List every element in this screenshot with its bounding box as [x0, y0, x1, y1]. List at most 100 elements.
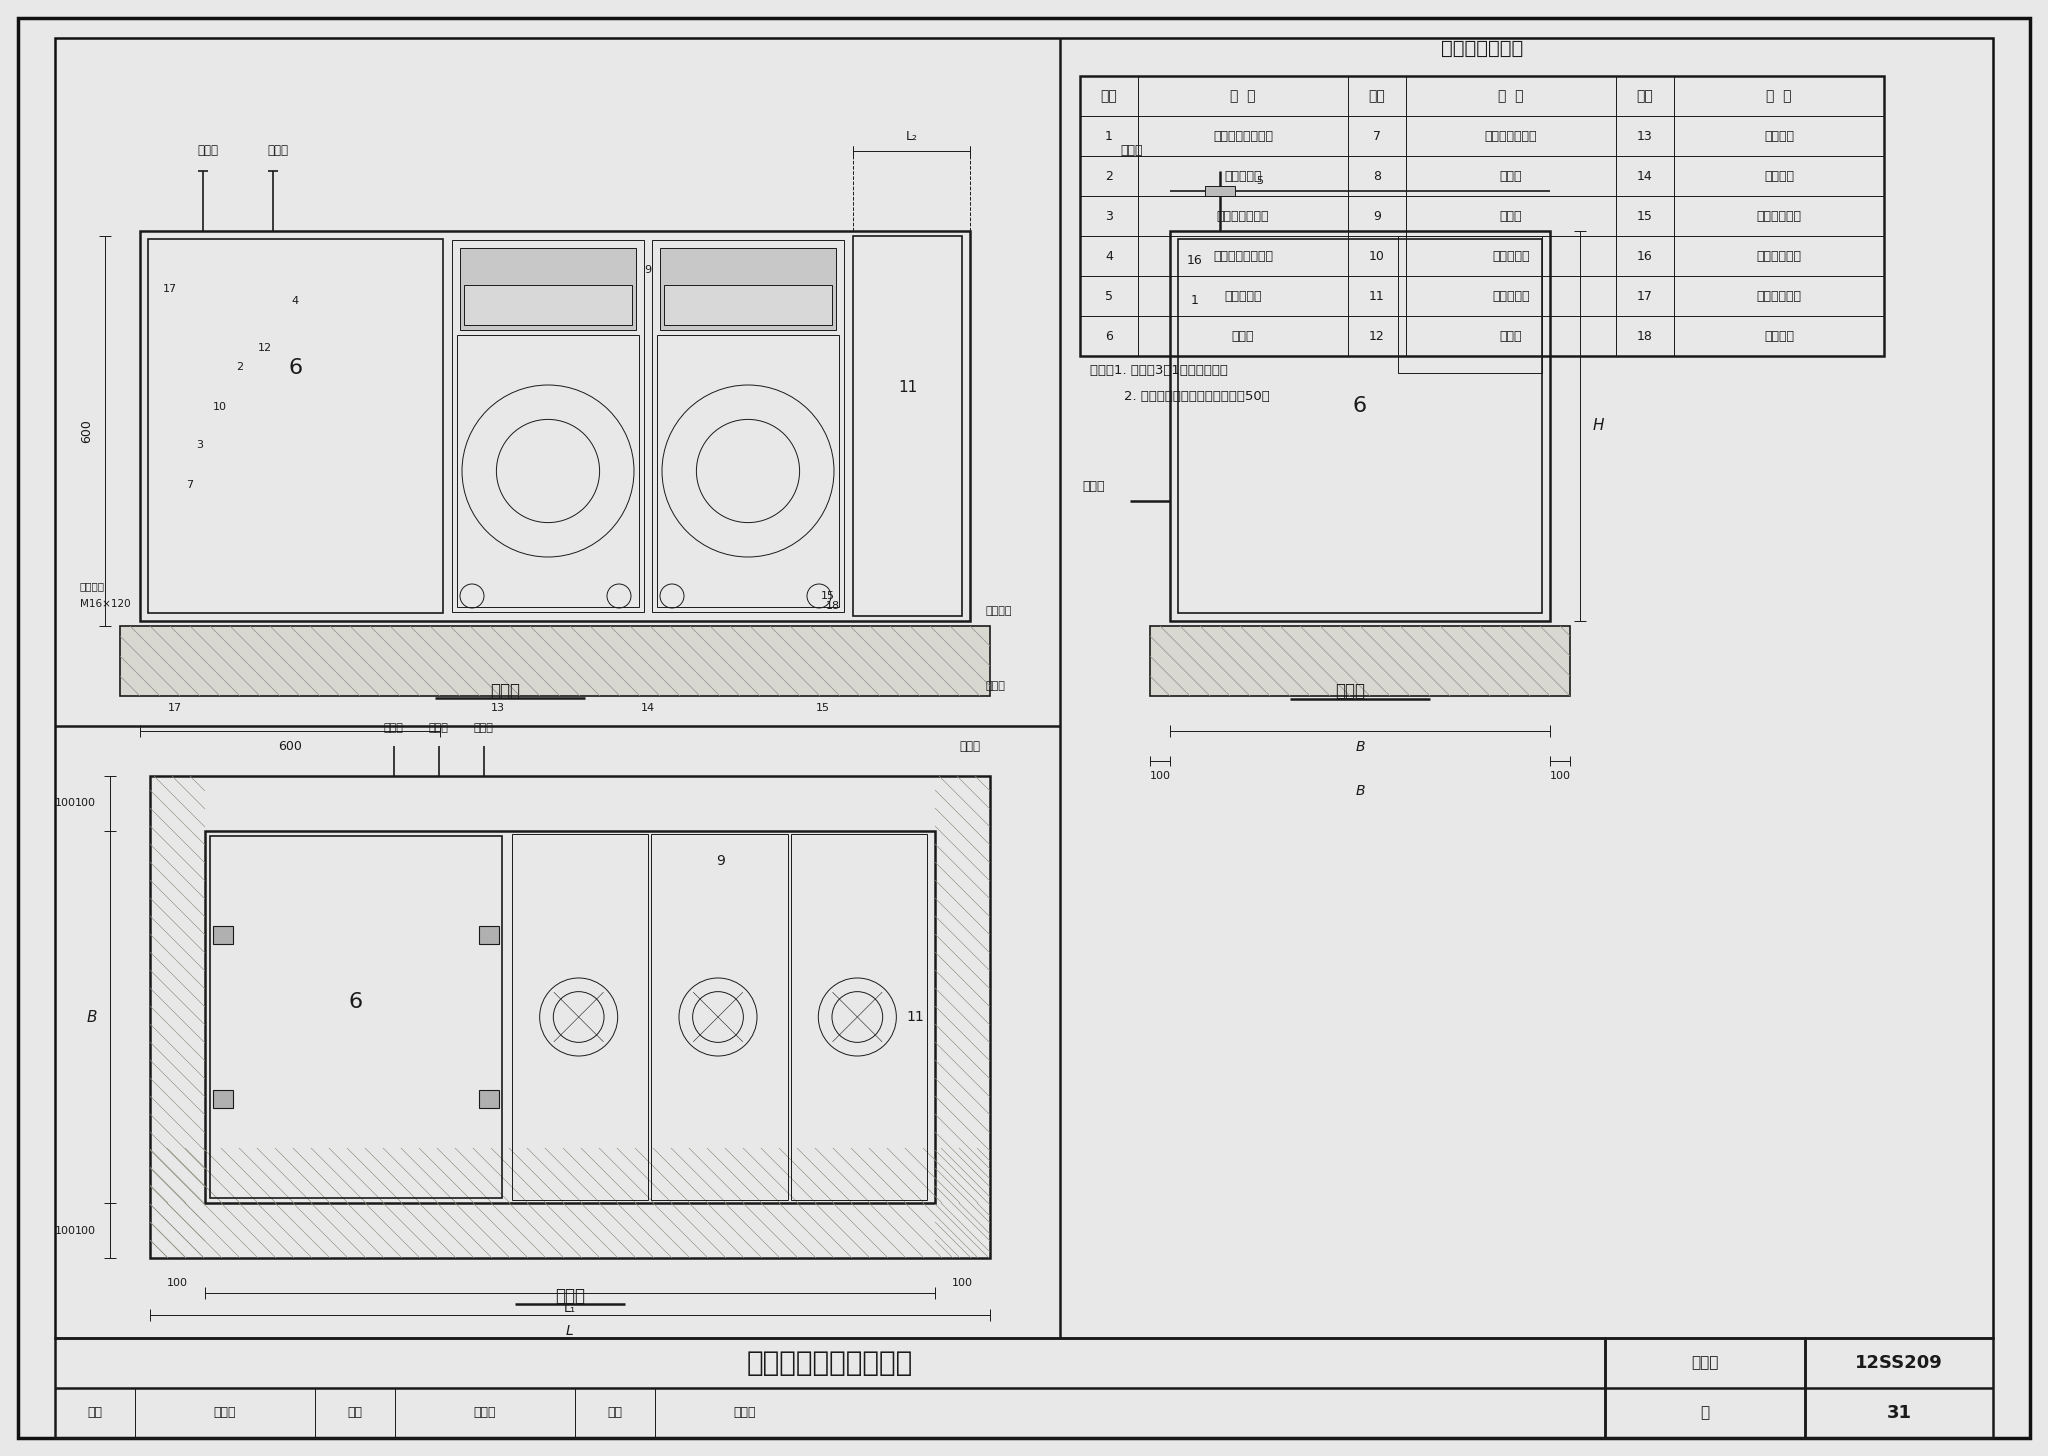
- Text: 稳压泵检修阀: 稳压泵检修阀: [1757, 290, 1802, 303]
- Text: 13: 13: [1636, 130, 1653, 143]
- Text: 名  称: 名 称: [1499, 89, 1524, 103]
- Text: 15: 15: [1636, 210, 1653, 223]
- Text: 17: 17: [164, 284, 176, 294]
- Text: 泵出水管: 泵出水管: [1763, 169, 1794, 182]
- Bar: [150, 776, 989, 1258]
- Text: 泵房地坪: 泵房地坪: [985, 606, 1012, 616]
- Text: 进水管: 进水管: [383, 724, 403, 732]
- Text: 9: 9: [1372, 210, 1380, 223]
- Text: 前视图: 前视图: [489, 681, 520, 700]
- Text: 编号: 编号: [1636, 89, 1653, 103]
- Text: 7: 7: [1372, 130, 1380, 143]
- Text: 压力变送器: 压力变送器: [1493, 249, 1530, 262]
- Text: 6: 6: [348, 992, 362, 1012]
- Text: 31: 31: [1886, 1404, 1911, 1423]
- Text: 出水管: 出水管: [1083, 479, 1106, 492]
- Text: 储水箱: 储水箱: [1231, 329, 1253, 342]
- Text: 100: 100: [55, 1226, 76, 1236]
- Text: 2: 2: [1106, 169, 1112, 182]
- Text: 泵组主要部件表: 泵组主要部件表: [1442, 38, 1524, 57]
- Bar: [211, 836, 502, 1198]
- Text: 6: 6: [1106, 329, 1112, 342]
- Text: L₂: L₂: [905, 130, 918, 143]
- Bar: [205, 831, 936, 1203]
- Text: 100: 100: [74, 798, 96, 808]
- Text: 出水管: 出水管: [428, 724, 449, 732]
- Text: 2: 2: [236, 363, 244, 373]
- Text: 15: 15: [815, 703, 829, 713]
- Bar: [1169, 232, 1550, 622]
- Text: 平面图: 平面图: [555, 1287, 586, 1305]
- Bar: [213, 926, 233, 943]
- Text: 进水电磁阀: 进水电磁阀: [1225, 290, 1262, 303]
- Text: 审核: 审核: [88, 1406, 102, 1420]
- Text: 1: 1: [1106, 130, 1112, 143]
- Text: 7: 7: [186, 479, 195, 489]
- Bar: [854, 236, 963, 616]
- Text: L: L: [565, 1324, 573, 1338]
- Text: 5: 5: [1257, 176, 1264, 186]
- Bar: [121, 626, 989, 696]
- Text: 膨胀螺栓: 膨胀螺栓: [80, 581, 104, 591]
- Text: 14: 14: [1636, 169, 1653, 182]
- Text: H: H: [1591, 418, 1604, 434]
- Text: 编号: 编号: [1100, 89, 1118, 103]
- Text: 100: 100: [1550, 772, 1571, 780]
- Bar: [1204, 186, 1235, 197]
- Text: 高压细水雾泵组安装图: 高压细水雾泵组安装图: [748, 1350, 913, 1377]
- Bar: [55, 1338, 1606, 1439]
- Text: 丛北华: 丛北华: [213, 1406, 236, 1420]
- Text: 稳压泵: 稳压泵: [1499, 329, 1522, 342]
- Text: 4: 4: [1106, 249, 1112, 262]
- Text: 排水沟: 排水沟: [985, 681, 1006, 692]
- Text: 3: 3: [197, 441, 203, 450]
- Text: 10: 10: [213, 402, 227, 412]
- Bar: [1399, 236, 1542, 373]
- Bar: [479, 926, 500, 943]
- Text: 17: 17: [168, 703, 182, 713]
- Text: 100: 100: [168, 1278, 188, 1289]
- Text: 11: 11: [1370, 290, 1384, 303]
- Text: 稳压泵止回阀: 稳压泵止回阀: [1757, 249, 1802, 262]
- Text: 高压泵止回阀: 高压泵止回阀: [1757, 210, 1802, 223]
- Bar: [664, 285, 831, 325]
- Text: 进水管: 进水管: [473, 724, 494, 732]
- Text: 18: 18: [825, 601, 840, 612]
- Text: 600: 600: [279, 741, 301, 754]
- Text: 14: 14: [641, 703, 655, 713]
- Text: 12: 12: [258, 344, 272, 352]
- Text: 泵组基础: 泵组基础: [1763, 329, 1794, 342]
- Bar: [457, 335, 639, 607]
- Text: 高压泵: 高压泵: [1499, 210, 1522, 223]
- Text: 12SS209: 12SS209: [1855, 1354, 1944, 1372]
- Bar: [651, 240, 844, 612]
- Text: 9: 9: [717, 855, 725, 868]
- Text: 设计: 设计: [608, 1406, 623, 1420]
- Bar: [453, 240, 643, 612]
- Bar: [147, 239, 442, 613]
- Text: 进水管: 进水管: [268, 144, 289, 157]
- Bar: [657, 335, 840, 607]
- Text: 5: 5: [1106, 290, 1112, 303]
- Text: 10: 10: [1368, 249, 1384, 262]
- Text: 12: 12: [1370, 329, 1384, 342]
- Text: B: B: [1356, 740, 1364, 754]
- Bar: [465, 285, 633, 325]
- Bar: [1178, 239, 1542, 613]
- Text: 100: 100: [55, 798, 76, 808]
- Text: 8: 8: [1372, 169, 1380, 182]
- Text: 6: 6: [289, 358, 303, 377]
- Bar: [213, 1091, 233, 1108]
- Text: 13: 13: [492, 703, 506, 713]
- Text: 16: 16: [1636, 249, 1653, 262]
- Text: 名  称: 名 称: [1231, 89, 1255, 103]
- Text: 11: 11: [897, 380, 918, 395]
- Text: 名  称: 名 称: [1765, 89, 1792, 103]
- Text: 16: 16: [1188, 255, 1202, 268]
- Text: 600: 600: [80, 419, 94, 443]
- Text: 排水沟: 排水沟: [958, 740, 981, 753]
- Bar: [1804, 1338, 1993, 1439]
- Bar: [512, 834, 649, 1200]
- Text: B: B: [1356, 783, 1364, 798]
- Text: 排污阀（常闭）: 排污阀（常闭）: [1217, 210, 1270, 223]
